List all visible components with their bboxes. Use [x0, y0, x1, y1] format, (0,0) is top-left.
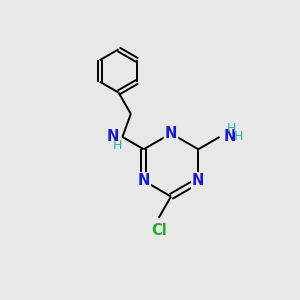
Text: N: N — [106, 129, 119, 144]
Text: H: H — [233, 130, 243, 143]
Text: H: H — [226, 122, 236, 135]
Text: N: N — [165, 126, 177, 141]
Text: H: H — [112, 139, 122, 152]
Text: N: N — [223, 129, 236, 144]
Text: Cl: Cl — [151, 223, 167, 238]
Text: N: N — [137, 173, 150, 188]
Text: N: N — [192, 173, 205, 188]
